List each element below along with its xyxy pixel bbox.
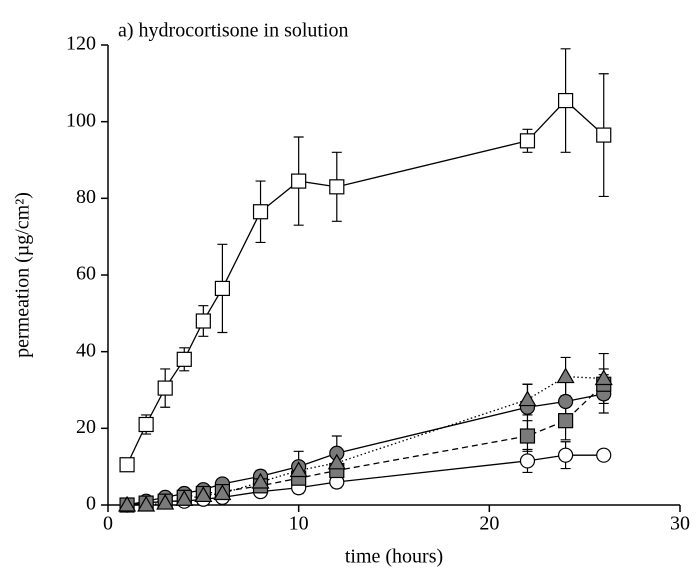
x-tick-label: 10 [289, 513, 309, 535]
y-axis-label: permeation (µg/cm²) [12, 192, 34, 358]
y-tick-label: 20 [76, 416, 96, 438]
y-tick-label: 0 [86, 493, 96, 515]
marker [289, 461, 308, 478]
marker [252, 204, 269, 220]
y-tick-label: 80 [76, 186, 96, 208]
series-line [127, 375, 604, 506]
marker [327, 453, 346, 470]
marker [137, 495, 156, 512]
marker [156, 493, 175, 510]
marker [519, 428, 536, 444]
marker [195, 313, 211, 329]
marker [519, 133, 536, 149]
marker [557, 413, 574, 429]
y-tick-label: 40 [76, 339, 96, 361]
y-tick-label: 100 [66, 109, 96, 131]
marker [557, 393, 574, 410]
marker [138, 416, 154, 433]
marker [596, 127, 612, 143]
y-tick-label: 60 [76, 263, 96, 285]
marker [119, 457, 135, 473]
marker [214, 280, 230, 297]
marker [157, 380, 173, 396]
chart-title: a) hydrocortisone in solution [118, 20, 349, 42]
marker [594, 369, 613, 386]
x-tick-label: 30 [670, 513, 690, 535]
x-axis-label: time (hours) [345, 546, 443, 568]
marker [557, 92, 574, 109]
marker [519, 453, 536, 469]
marker [596, 447, 612, 463]
marker [556, 367, 575, 384]
marker [291, 173, 307, 189]
marker [518, 390, 537, 407]
marker [118, 495, 137, 512]
marker [176, 351, 192, 367]
marker [213, 484, 232, 501]
x-tick-label: 20 [479, 513, 499, 535]
marker [329, 179, 345, 195]
y-tick-label: 120 [66, 33, 96, 55]
marker [557, 447, 574, 463]
marker [251, 472, 270, 489]
x-tick-label: 0 [103, 513, 113, 535]
marker [194, 486, 213, 503]
marker [175, 490, 194, 506]
